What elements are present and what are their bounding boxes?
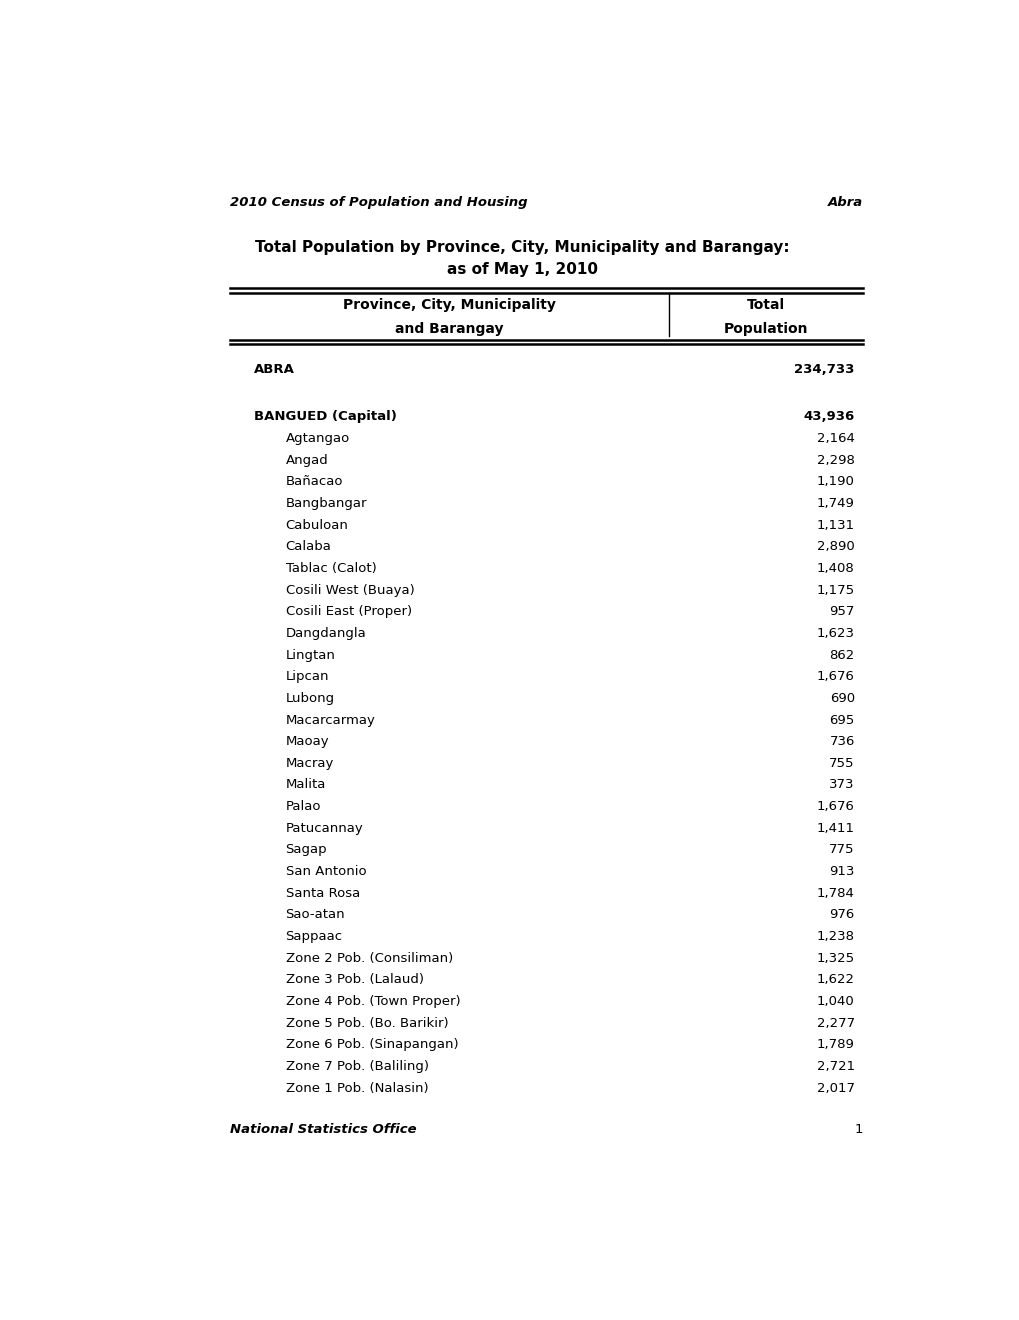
Text: Lipcan: Lipcan: [285, 671, 329, 684]
Text: 736: 736: [828, 735, 854, 748]
Text: 913: 913: [828, 865, 854, 878]
Text: 1,676: 1,676: [816, 671, 854, 684]
Text: 2,277: 2,277: [816, 1016, 854, 1030]
Text: 373: 373: [828, 779, 854, 792]
Text: Zone 1 Pob. (Nalasin): Zone 1 Pob. (Nalasin): [285, 1081, 428, 1094]
Text: Malita: Malita: [285, 779, 326, 792]
Text: Zone 6 Pob. (Sinapangan): Zone 6 Pob. (Sinapangan): [285, 1039, 458, 1051]
Text: Total Population by Province, City, Municipality and Barangay:: Total Population by Province, City, Muni…: [255, 240, 790, 255]
Text: 43,936: 43,936: [803, 411, 854, 424]
Text: 957: 957: [828, 606, 854, 618]
Text: San Antonio: San Antonio: [285, 865, 366, 878]
Text: 2010 Census of Population and Housing: 2010 Census of Population and Housing: [230, 195, 528, 209]
Text: Palao: Palao: [285, 800, 321, 813]
Text: Abra: Abra: [826, 195, 862, 209]
Text: Lubong: Lubong: [285, 692, 334, 705]
Text: 695: 695: [828, 714, 854, 726]
Text: 2,890: 2,890: [816, 540, 854, 553]
Text: 1,238: 1,238: [816, 931, 854, 942]
Text: 234,733: 234,733: [794, 363, 854, 376]
Text: Province, City, Municipality: Province, City, Municipality: [342, 297, 555, 312]
Text: 2,298: 2,298: [816, 454, 854, 467]
Text: Zone 7 Pob. (Baliling): Zone 7 Pob. (Baliling): [285, 1060, 428, 1073]
Text: Zone 2 Pob. (Consiliman): Zone 2 Pob. (Consiliman): [285, 952, 452, 965]
Text: Bangbangar: Bangbangar: [285, 498, 367, 510]
Text: 1,040: 1,040: [816, 995, 854, 1008]
Text: ABRA: ABRA: [254, 363, 294, 376]
Text: Cosili East (Proper): Cosili East (Proper): [285, 606, 412, 618]
Text: 1,408: 1,408: [816, 562, 854, 576]
Text: 1,749: 1,749: [816, 498, 854, 510]
Text: 1,190: 1,190: [816, 475, 854, 488]
Text: Cabuloan: Cabuloan: [285, 519, 348, 532]
Text: and Barangay: and Barangay: [395, 322, 503, 337]
Text: 2,017: 2,017: [816, 1081, 854, 1094]
Text: Angad: Angad: [285, 454, 328, 467]
Text: Tablac (Calot): Tablac (Calot): [285, 562, 376, 576]
Text: BANGUED (Capital): BANGUED (Capital): [254, 411, 396, 424]
Text: Sappaac: Sappaac: [285, 931, 342, 942]
Text: Population: Population: [722, 322, 807, 337]
Text: 1,325: 1,325: [816, 952, 854, 965]
Text: 755: 755: [828, 756, 854, 770]
Text: Lingtan: Lingtan: [285, 648, 335, 661]
Text: 775: 775: [828, 843, 854, 857]
Text: Santa Rosa: Santa Rosa: [285, 887, 360, 900]
Text: Zone 5 Pob. (Bo. Barikir): Zone 5 Pob. (Bo. Barikir): [285, 1016, 447, 1030]
Text: 2,721: 2,721: [816, 1060, 854, 1073]
Text: 1,789: 1,789: [816, 1039, 854, 1051]
Text: Zone 3 Pob. (Lalaud): Zone 3 Pob. (Lalaud): [285, 973, 423, 986]
Text: Sagap: Sagap: [285, 843, 327, 857]
Text: Total: Total: [746, 297, 785, 312]
Text: Cosili West (Buaya): Cosili West (Buaya): [285, 583, 414, 597]
Text: Bañacao: Bañacao: [285, 475, 342, 488]
Text: Calaba: Calaba: [285, 540, 331, 553]
Text: 690: 690: [828, 692, 854, 705]
Text: Macarcarmay: Macarcarmay: [285, 714, 375, 726]
Text: 1,175: 1,175: [816, 583, 854, 597]
Text: Sao-atan: Sao-atan: [285, 908, 344, 921]
Text: 1,131: 1,131: [816, 519, 854, 532]
Text: Zone 4 Pob. (Town Proper): Zone 4 Pob. (Town Proper): [285, 995, 460, 1008]
Text: 1,411: 1,411: [816, 822, 854, 834]
Text: 1,676: 1,676: [816, 800, 854, 813]
Text: 1,784: 1,784: [816, 887, 854, 900]
Text: Macray: Macray: [285, 756, 333, 770]
Text: 862: 862: [828, 648, 854, 661]
Text: 1,622: 1,622: [816, 973, 854, 986]
Text: National Statistics Office: National Statistics Office: [230, 1123, 417, 1137]
Text: Patucannay: Patucannay: [285, 822, 363, 834]
Text: 976: 976: [828, 908, 854, 921]
Text: as of May 1, 2010: as of May 1, 2010: [446, 263, 598, 277]
Text: Maoay: Maoay: [285, 735, 329, 748]
Text: Agtangao: Agtangao: [285, 432, 350, 445]
Text: 1: 1: [853, 1123, 862, 1137]
Text: 1,623: 1,623: [816, 627, 854, 640]
Text: Dangdangla: Dangdangla: [285, 627, 366, 640]
Text: 2,164: 2,164: [816, 432, 854, 445]
